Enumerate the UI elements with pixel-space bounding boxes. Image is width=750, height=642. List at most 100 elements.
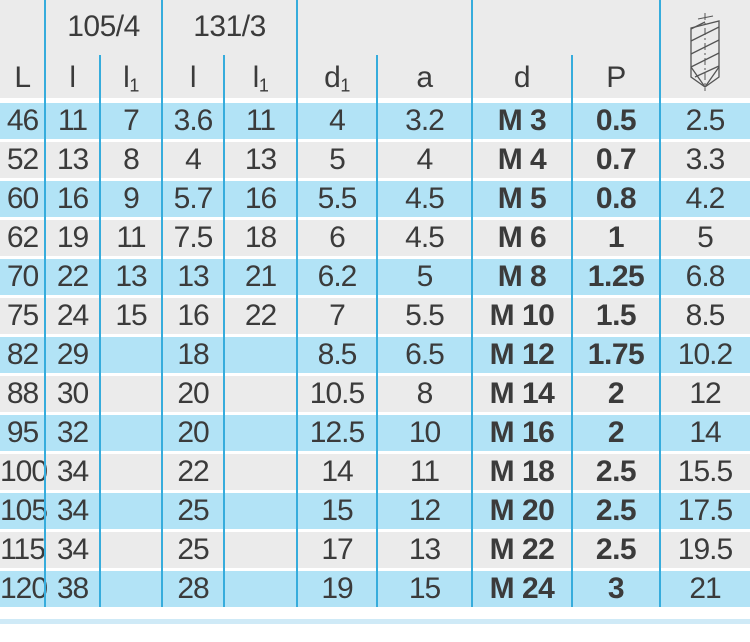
table-cell: 5 <box>697 221 714 254</box>
column-header: d <box>513 60 531 94</box>
table-cell: 18 <box>177 338 209 371</box>
table-cell: 7 <box>123 104 140 137</box>
table-cell: 3.2 <box>405 104 445 137</box>
grid-line <box>376 55 378 607</box>
table-cell: 19 <box>56 221 89 254</box>
table-cell: 5 <box>416 260 434 293</box>
table-cell: 1.25 <box>587 260 645 293</box>
table-cell: 7.5 <box>173 221 214 254</box>
table-cell: 62 <box>6 221 39 254</box>
table-cell: 8 <box>416 377 434 410</box>
table-cell: 2.5 <box>595 494 637 527</box>
table-cell: 16 <box>177 299 209 332</box>
table-row: 70 22 13 13 21 6.2 5 M 8 1.25 6.8 <box>0 259 750 295</box>
table-cell: 4.5 <box>405 221 445 254</box>
table-cell: 16 <box>244 182 277 215</box>
table-row: 75 24 15 16 22 7 5.5 M 10 1.5 8.5 <box>0 298 750 334</box>
table-cell: 5 <box>329 143 346 176</box>
table-cell: 18 <box>244 221 277 254</box>
table-cell: 2.5 <box>685 104 726 137</box>
table-row: 62 19 11 7.5 18 6 4.5 M 6 1 5 <box>0 220 750 256</box>
table-cell: 10.2 <box>677 338 733 371</box>
table-cell: 12.5 <box>309 416 365 449</box>
table-cell: 14 <box>689 416 721 449</box>
table-cell: 2.5 <box>595 455 637 488</box>
table-cell: 25 <box>177 533 209 566</box>
table-cell: 13 <box>408 533 441 566</box>
table-cell: M 4 <box>497 143 547 176</box>
table-row: 46 11 7 3.6 11 4 3.2 M 3 0.5 2.5 <box>0 103 750 139</box>
table-cell: 19.5 <box>677 533 733 566</box>
table-cell: 34 <box>56 533 89 566</box>
table-cell: 15 <box>321 494 353 527</box>
table-cell: M 14 <box>489 377 555 410</box>
table-cell: 11 <box>409 455 440 488</box>
table-cell: 28 <box>177 572 209 605</box>
table-row: 100 34 22 14 11 M 18 2.5 15.5 <box>0 454 750 490</box>
table-cell: M 22 <box>489 533 555 566</box>
table-cell: M 20 <box>489 494 555 527</box>
table-cell: 25 <box>177 494 209 527</box>
table-cell: 34 <box>56 455 89 488</box>
column-header: l <box>189 60 197 94</box>
table-cell: 2 <box>607 416 625 449</box>
table-cell: 88 <box>6 377 39 410</box>
table-cell: 52 <box>6 143 39 176</box>
table-cell: 1.5 <box>595 299 637 332</box>
table-cell: 13 <box>115 260 147 293</box>
table-cell: 21 <box>244 260 277 293</box>
table-cell: 29 <box>56 338 89 371</box>
table-cell: 4 <box>416 143 434 176</box>
column-header: l <box>69 60 76 94</box>
table-cell: 22 <box>177 455 209 488</box>
table-cell: 16 <box>56 182 89 215</box>
table-cell: 24 <box>56 299 89 332</box>
table-cell: 100 <box>0 455 48 488</box>
grid-line <box>471 0 473 607</box>
table-cell: 38 <box>56 572 89 605</box>
table-cell: 1 <box>607 221 625 254</box>
table-cell: M 8 <box>497 260 547 293</box>
grid-line <box>161 0 163 607</box>
table-cell: 11 <box>245 104 276 137</box>
table-cell: 2.5 <box>595 533 637 566</box>
table-row: 105 34 25 15 12 M 20 2.5 17.5 <box>0 493 750 529</box>
table-cell: 11 <box>57 104 88 137</box>
table-cell: 10.5 <box>309 377 365 410</box>
table-cell: 11 <box>116 221 146 254</box>
table-cell: 6.2 <box>317 260 358 293</box>
table-cell: 3.6 <box>173 104 214 137</box>
table-row: 120 38 28 19 15 M 24 3 21 <box>0 571 750 607</box>
table-cell: 120 <box>0 572 48 605</box>
grid-line <box>659 0 661 607</box>
table-cell: 32 <box>56 416 89 449</box>
column-header: a <box>416 60 433 94</box>
table-cell: 15 <box>408 572 441 605</box>
grid-line <box>99 55 101 607</box>
table-cell: 12 <box>689 377 721 410</box>
drill-bit-icon <box>690 13 720 91</box>
table-cell: 8.5 <box>317 338 358 371</box>
table-cell: 13 <box>244 143 277 176</box>
group-header-left: 105/4 <box>67 10 140 43</box>
table-cell: 2 <box>607 377 625 410</box>
table-cell: M 12 <box>489 338 555 371</box>
table-cell: 5.7 <box>173 182 214 215</box>
grid-line <box>223 55 225 607</box>
table-cell: 9 <box>123 182 140 215</box>
table-cell: 22 <box>244 299 277 332</box>
table-cell: 6 <box>329 221 346 254</box>
table-cell: 0.7 <box>595 143 637 176</box>
group-header-right: 131/3 <box>193 10 266 43</box>
table-cell: 0.8 <box>595 182 637 215</box>
table-cell: 4 <box>329 104 346 137</box>
table-cell: 46 <box>6 104 39 137</box>
column-header: d1 <box>324 60 350 95</box>
table-cell: 7 <box>329 299 346 332</box>
table-cell: 17 <box>321 533 353 566</box>
table-cell: 4.5 <box>405 182 445 215</box>
table-cell: 21 <box>689 572 721 605</box>
